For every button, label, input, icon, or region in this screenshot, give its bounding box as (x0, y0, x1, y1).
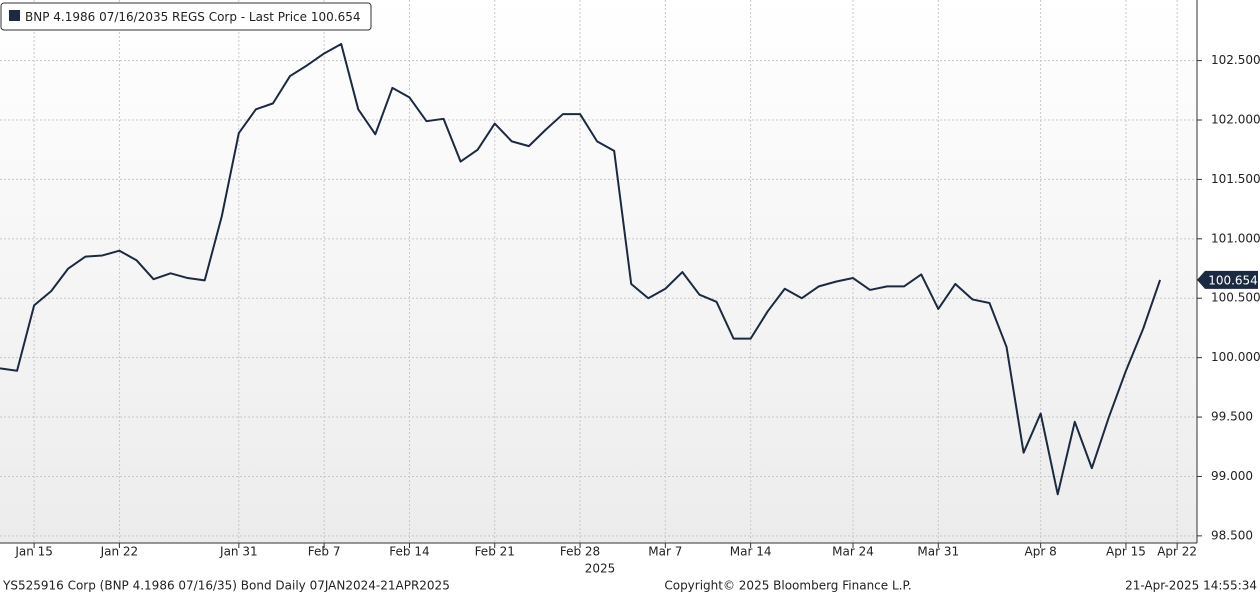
y-tick-label: 100.000 (1211, 350, 1260, 364)
legend-last-price: 100.654 (311, 10, 361, 24)
legend-box (0, 2, 372, 31)
x-tick-label: Mar 7 (648, 545, 682, 559)
plot-area (0, 0, 1197, 543)
footer-left: YS525916 Corp (BNP 4.1986 07/16/35) Bond… (2, 579, 450, 593)
legend-text: BNP 4.1986 07/16/2035 REGS Corp - Last P… (25, 10, 360, 24)
y-tick-label: 99.500 (1211, 410, 1253, 424)
year-label: 2025 (585, 562, 616, 576)
x-tick-label: Feb 14 (389, 545, 429, 559)
last-price-tag (1197, 270, 1258, 289)
y-tick-label: 100.500 (1211, 291, 1260, 305)
x-tick-label: Apr 15 (1106, 545, 1146, 559)
x-tick-label: Mar 24 (832, 545, 874, 559)
x-tick-label: Feb 28 (560, 545, 600, 559)
x-tick-label: Jan 22 (100, 545, 139, 559)
x-tick-label: Apr 22 (1157, 545, 1197, 559)
x-tick-label: Jan 15 (14, 545, 53, 559)
y-tick-label: 102.500 (1211, 53, 1260, 67)
footer-right: 21-Apr-2025 14:55:34 (1125, 579, 1257, 593)
legend-swatch (9, 10, 20, 21)
x-tick-label: Feb 7 (308, 545, 341, 559)
y-tick-label: 101.000 (1211, 231, 1260, 245)
x-tick-label: Apr 8 (1025, 545, 1057, 559)
legend: BNP 4.1986 07/16/2035 REGS Corp - Last P… (0, 2, 372, 31)
price-line (0, 42, 1162, 496)
footer-center: Copyright© 2025 Bloomberg Finance L.P. (664, 579, 911, 593)
x-tick-label: Feb 21 (475, 545, 515, 559)
legend-label: BNP 4.1986 07/16/2035 REGS Corp - Last P… (25, 10, 307, 24)
y-tick-label: 102.000 (1211, 113, 1260, 127)
x-tick-label: Jan 31 (219, 545, 258, 559)
x-tick-label: Mar 14 (730, 545, 772, 559)
y-tick-label: 99.000 (1211, 469, 1253, 483)
last-price-label: 100.654 (1208, 273, 1258, 287)
x-tick-label: Mar 31 (917, 545, 959, 559)
y-tick-label: 101.500 (1211, 172, 1260, 186)
y-tick-label: 98.500 (1211, 528, 1253, 542)
